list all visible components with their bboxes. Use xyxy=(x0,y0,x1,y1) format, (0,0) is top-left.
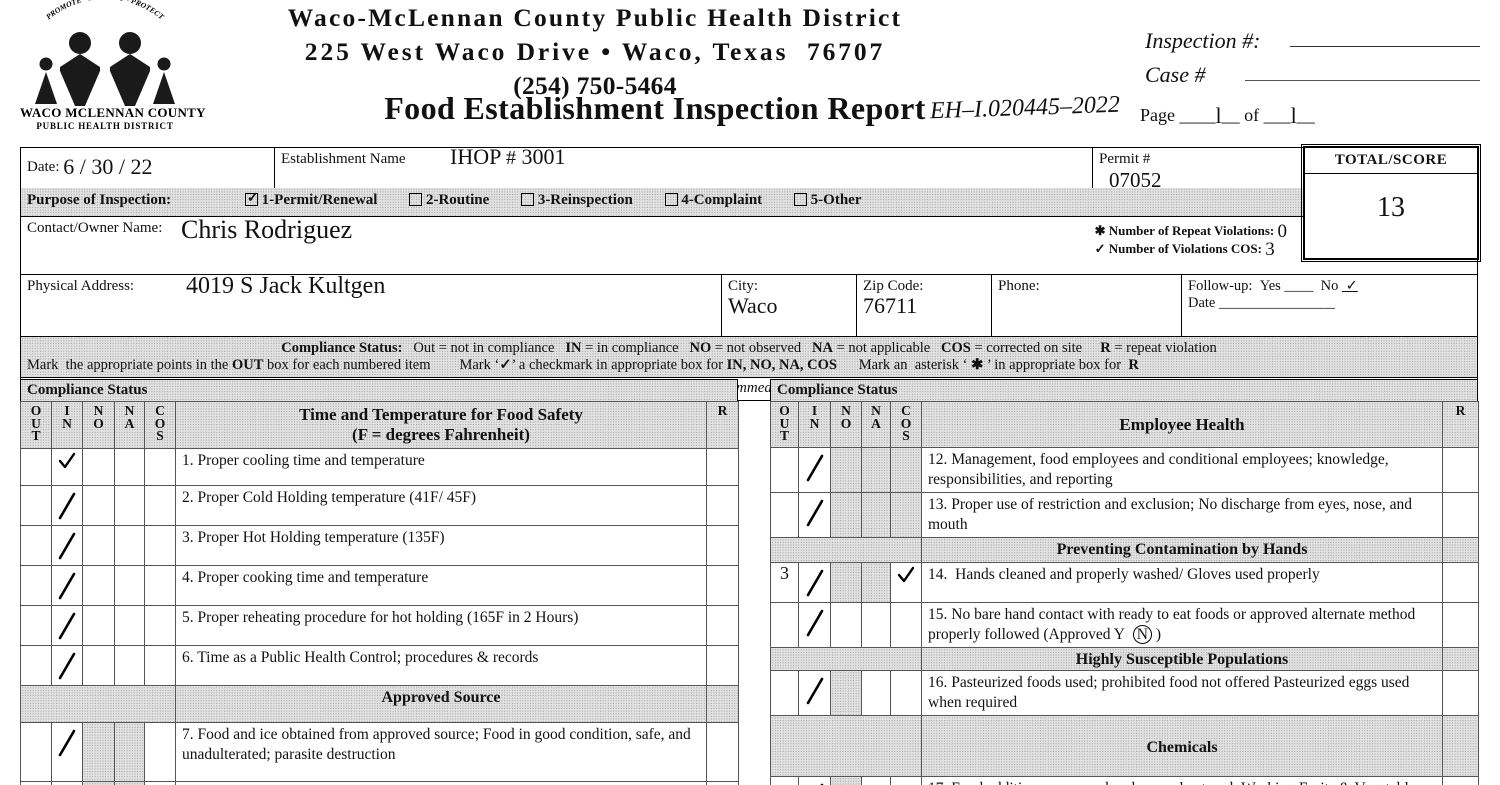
svg-text:PROMOTE • PREVENT • PROTECT: PROMOTE • PREVENT • PROTECT xyxy=(44,0,166,21)
